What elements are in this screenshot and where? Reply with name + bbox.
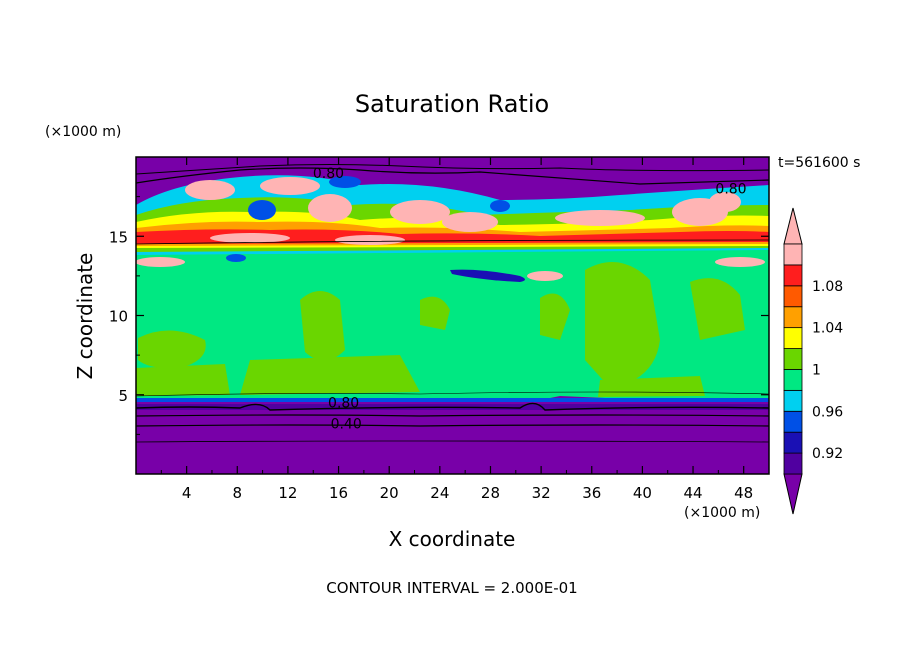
colorbar-band: [783, 431, 803, 454]
colorbar-tick-label: 0.96: [812, 404, 843, 420]
colorbar-band: [783, 285, 803, 308]
colorbar-under-triangle: [783, 473, 803, 515]
x-tick-label: 48: [734, 484, 753, 502]
x-tick-label: 12: [278, 484, 297, 502]
colorbar-band: [783, 348, 803, 370]
colorbar-band: [783, 389, 803, 412]
y-axis-ticks: 5 10 15: [109, 196, 769, 435]
x-tick-label: 36: [582, 484, 601, 502]
dry-streak: [450, 269, 525, 282]
lower-layer: [136, 402, 769, 474]
x-tick-label: 40: [633, 484, 652, 502]
mid-patch: [138, 330, 206, 369]
x-tick-label: 24: [430, 484, 449, 502]
colorbar-band: [783, 327, 803, 349]
x-tick-label: 20: [380, 484, 399, 502]
contour-label: 0.80: [313, 166, 344, 182]
x-tick-label: 4: [182, 484, 192, 502]
colorbar-over-triangle: [783, 207, 803, 245]
mid-patch: [585, 262, 660, 388]
colorbar-tick-label: 1.08: [812, 279, 843, 295]
y-tick-label: 15: [109, 228, 128, 246]
x-tick-label: 28: [481, 484, 500, 502]
chart-title: Saturation Ratio: [355, 90, 549, 118]
y-tick-label: 10: [109, 308, 128, 326]
colorbar-band: [783, 452, 803, 475]
mid-patch: [540, 293, 570, 340]
colorbar-tick-label: 1: [812, 362, 821, 378]
contour-label: 0.80: [715, 182, 746, 198]
x-tick-label: 32: [532, 484, 551, 502]
mid-patch: [136, 364, 230, 396]
lower-boundary-blue: [136, 398, 769, 404]
contour-label: 0.80: [328, 396, 359, 412]
colorbar-tick-label: 0.92: [812, 446, 843, 462]
mid-patch: [240, 355, 420, 395]
time-label: t=561600 s: [778, 155, 860, 171]
contour-lines: [136, 164, 769, 443]
x-tick-label: 44: [683, 484, 702, 502]
contour-interval-footer: CONTOUR INTERVAL = 2.000E-01: [326, 579, 577, 597]
x-axis-ticks: 4 8 12 16 20 24 28 32 36 40 44 48: [160, 157, 753, 502]
y-tick-label: 5: [118, 387, 128, 405]
colorbar-band: [783, 369, 803, 391]
mid-patch: [300, 291, 345, 361]
plot-area: [136, 157, 769, 474]
contour-labels: 0.80 0.80 0.80 0.40: [313, 166, 747, 432]
colorbar-band: [783, 306, 803, 329]
colorbar-band: [783, 264, 803, 287]
x-axis-label: X coordinate: [389, 527, 516, 551]
y-unit-label: (×1000 m): [45, 124, 121, 140]
mid-patch: [420, 296, 450, 330]
supersaturation-blobs: [136, 177, 765, 281]
colorbar: 1.08 1.04 1 0.96 0.92: [783, 207, 843, 515]
contour-label: 0.40: [331, 416, 362, 432]
mid-patch: [690, 278, 745, 340]
x-tick-label: 16: [329, 484, 348, 502]
upper-dry-layer: [136, 157, 769, 185]
dry-pockets: [226, 176, 510, 262]
colorbar-band: [783, 410, 803, 433]
x-unit-label: (×1000 m): [684, 505, 760, 521]
x-tick-label: 8: [233, 484, 243, 502]
y-axis-label: Z coordinate: [73, 253, 97, 380]
colorbar-tick-label: 1.04: [812, 321, 843, 337]
colorbar-band: [783, 243, 803, 266]
